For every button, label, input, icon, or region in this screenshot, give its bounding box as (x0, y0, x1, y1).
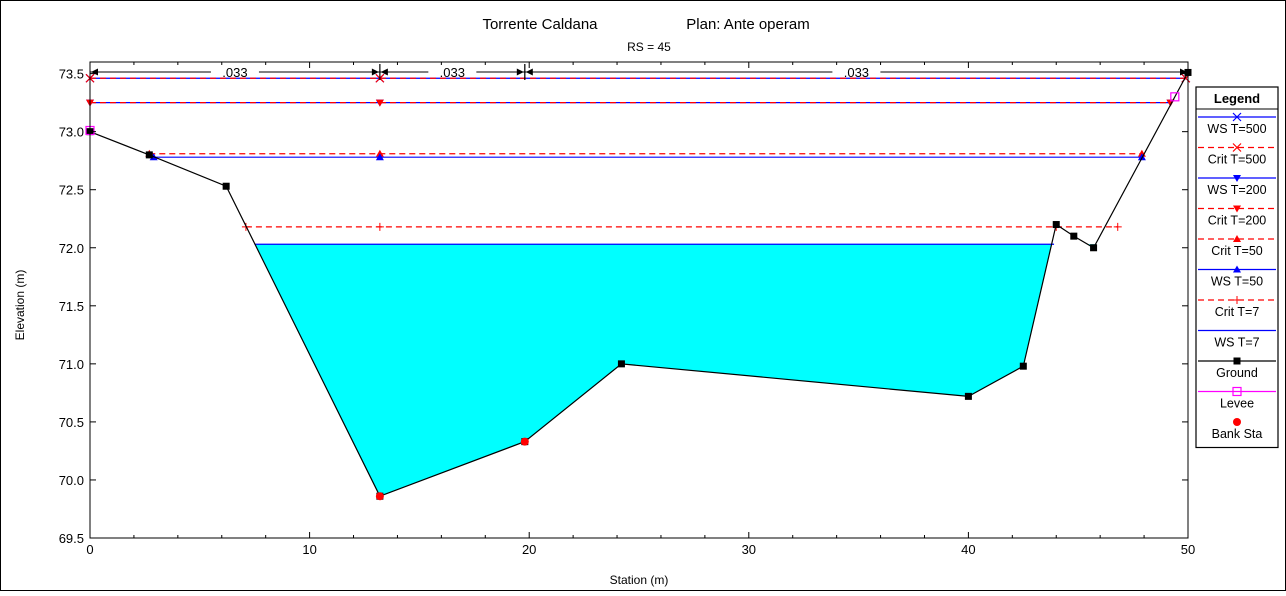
y-tick-label-6: 72.5 (59, 183, 84, 198)
manning-arrow-r-2 (1180, 68, 1187, 76)
plot-frame (89, 61, 1189, 539)
x-tick-label-4: 40 (961, 542, 975, 557)
y-tick-label-0: 69.5 (59, 531, 84, 546)
x-tick-label-1: 10 (302, 542, 316, 557)
chart-subtitle: RS = 45 (627, 40, 671, 54)
y-tick-label-8: 73.5 (59, 67, 84, 82)
chart-plan: Plan: Ante operam (686, 16, 809, 33)
x-tick-label-2: 20 (522, 542, 536, 557)
legend-marker-4 (1233, 235, 1241, 242)
legend: Legend WS T=500 Crit T=500 WS T=200 Crit T=2… (1195, 86, 1279, 449)
legend-label-4: Crit T=50 (1211, 244, 1263, 258)
manning-arrow-r-1 (516, 68, 524, 76)
y-tick-label-4: 71.5 (59, 299, 84, 314)
ground-point-9 (1070, 232, 1078, 240)
legend-marker-5 (1233, 265, 1241, 273)
ground-point-6 (964, 392, 972, 400)
manning-value-1: .033 (440, 65, 465, 80)
legend-label-1: Crit T=500 (1208, 153, 1267, 167)
ground-point-7 (1019, 362, 1027, 370)
legend-label-7: WS T=7 (1214, 336, 1259, 350)
legend-marker-2 (1233, 175, 1241, 182)
legend-label-8: Ground (1216, 366, 1258, 380)
y-tick-label-2: 70.5 (59, 415, 84, 430)
legend-marker-1 (1232, 143, 1242, 152)
ws-marker-5-1 (375, 153, 384, 161)
x-tick-label-3: 30 (742, 542, 756, 557)
y-tick-label-1: 70.0 (59, 473, 84, 488)
legend-marker-8 (1233, 357, 1241, 365)
legend-label-2: WS T=200 (1207, 183, 1266, 197)
y-tick-label-7: 73.0 (59, 125, 84, 140)
manning-n-layer: .033 .033 .033 (89, 64, 1189, 80)
legend-label-3: Crit T=200 (1208, 214, 1267, 228)
legend-marker-9 (1232, 386, 1242, 397)
ws-marker-5-2 (1137, 153, 1146, 161)
bank-station-0 (375, 492, 384, 501)
manning-arrow-l-0 (91, 68, 98, 76)
manning-value-0: .033 (222, 65, 247, 80)
legend-label-5: WS T=50 (1211, 275, 1263, 289)
manning-value-2: .033 (844, 65, 869, 80)
ground-point-2 (222, 182, 230, 190)
x-tick-label-5: 50 (1181, 542, 1195, 557)
manning-arrow-l-2 (525, 68, 533, 76)
y-tick-label-3: 71.0 (59, 357, 84, 372)
legend-label-9: Levee (1220, 397, 1254, 411)
ws-marker-6-3 (1113, 222, 1122, 231)
legend-title: Legend (1214, 91, 1260, 106)
manning-arrow-r-0 (371, 68, 379, 76)
levee-point-1 (1170, 92, 1180, 102)
axes-layer: 0 10 20 30 40 50 69.5 70.0 70.5 71.0 71.5 72.0 72.5 7… (59, 62, 1195, 557)
legend-marker-3 (1233, 205, 1241, 213)
ground-point-8 (1052, 221, 1060, 229)
legend-marker-10 (1233, 418, 1241, 426)
legend-marker-0 (1232, 112, 1242, 122)
y-tick-label-5: 72.0 (59, 241, 84, 256)
x-axis-label: Station (m) (610, 573, 669, 587)
water-fill-layer (254, 244, 1096, 497)
legend-label-0: WS T=500 (1207, 122, 1266, 136)
legend-label-6: Crit T=7 (1215, 305, 1260, 319)
ground-point-10 (1090, 244, 1098, 252)
bank-station-1 (520, 437, 529, 446)
water-fill-area (254, 244, 1096, 497)
x-tick-label-0: 0 (86, 542, 93, 557)
y-axis-label: Elevation (m) (13, 270, 27, 341)
ws-marker-3-1 (375, 99, 384, 107)
legend-label-10: Bank Sta (1212, 427, 1263, 441)
ws-marker-6-1 (375, 222, 384, 231)
manning-arrow-l-1 (380, 68, 388, 76)
ground-point-5 (617, 360, 625, 368)
chart-title: Torrente Caldana (482, 16, 598, 33)
ground-point-1 (145, 151, 153, 159)
legend-marker-6 (1233, 296, 1241, 304)
